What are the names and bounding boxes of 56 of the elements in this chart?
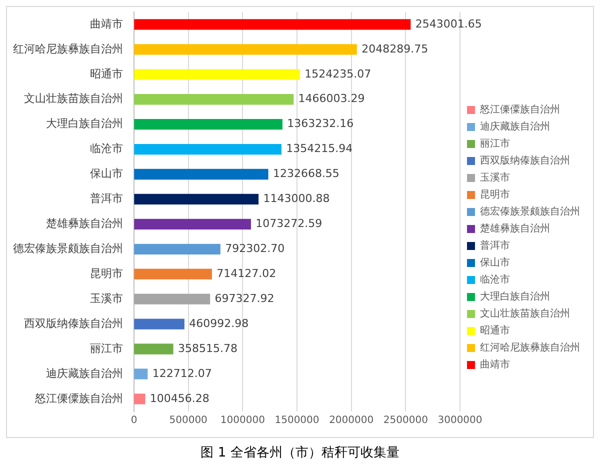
y-tick-label: 文山壮族苗族自治州 [24,92,123,106]
legend-label: 怒江傈僳族自治州 [479,104,560,116]
legend-label: 红河哈尼族彝族自治州 [480,342,580,354]
legend-label: 文山壮族苗族自治州 [480,308,570,320]
data-label: 100456.28 [150,392,210,405]
text: 图 1 全省各州（市）秸秆可收集量 [200,446,400,461]
x-tick-label: 2000000 [329,414,374,426]
y-tick-label: 迪庆藏族自治州 [46,366,123,380]
legend-label: 丽江市 [480,138,510,150]
y-tick-label: 昆明市 [90,266,123,280]
y-tick-label: 保山市 [90,167,123,180]
legend-label: 保山市 [480,256,510,269]
data-label: 460992.98 [189,316,249,330]
data-label: 792302.70 [225,242,285,256]
x-tick-label: 2500000 [383,414,428,426]
y-tick-label: 红河哈尼族彝族自治州 [13,42,123,56]
data-label: 1354215.94 [286,142,353,156]
x-tick-label: 500000 [169,414,208,426]
x-tick-label: 1500000 [274,414,320,426]
y-tick-label: 曲靖市 [90,17,123,30]
y-tick-label: 德宏傣族景颇族自治州 [13,242,123,256]
y-tick-label: 怒江傈僳族自治州 [34,392,123,405]
legend-label: 德宏傣族景颇族自治州 [480,206,580,218]
data-label: 1466003.29 [298,92,365,106]
legend-label: 楚雄彝族自治州 [480,222,550,235]
data-label: 358515.78 [178,342,238,355]
x-tick-label: 3000000 [438,414,482,426]
data-label: 1073272.59 [256,217,322,230]
data-label: 2543001.65 [415,17,482,30]
data-label: 122712.07 [152,366,212,380]
legend-label: 曲靖市 [480,358,510,371]
data-label: 1143000.88 [263,192,330,206]
data-label: 1363232.16 [287,117,354,130]
data-label: 2048289.75 [362,42,428,56]
x-tick-label: 1000000 [220,414,265,426]
y-tick-label: 临沧市 [90,142,123,156]
legend-label: 昆明市 [480,188,510,201]
data-label: 714127.02 [216,266,276,280]
y-tick-label: 大理白族自治州 [46,117,123,130]
y-tick-label: 普洱市 [90,192,123,206]
legend-label: 大理白族自治州 [480,290,550,303]
y-tick-label: 丽江市 [90,342,123,355]
legend-label: 迪庆藏族自治州 [480,120,550,133]
y-tick-label: 昭通市 [90,67,123,80]
y-tick-label: 玉溪市 [90,292,123,305]
legend-label: 昭通市 [480,324,510,337]
y-tick-label: 西双版纳傣族自治州 [24,316,123,330]
x-tick-label: 0 [130,414,138,426]
data-label: 697327.92 [214,292,274,305]
data-label: 1232668.55 [272,167,340,180]
y-tick-label: 楚雄彝族自治州 [46,217,123,230]
legend-label: 普洱市 [480,240,510,252]
legend-label: 玉溪市 [480,172,510,184]
data-label: 1524235.07 [304,67,372,80]
legend-label: 临沧市 [480,274,510,286]
legend-label: 西双版纳傣族自治州 [480,154,570,167]
